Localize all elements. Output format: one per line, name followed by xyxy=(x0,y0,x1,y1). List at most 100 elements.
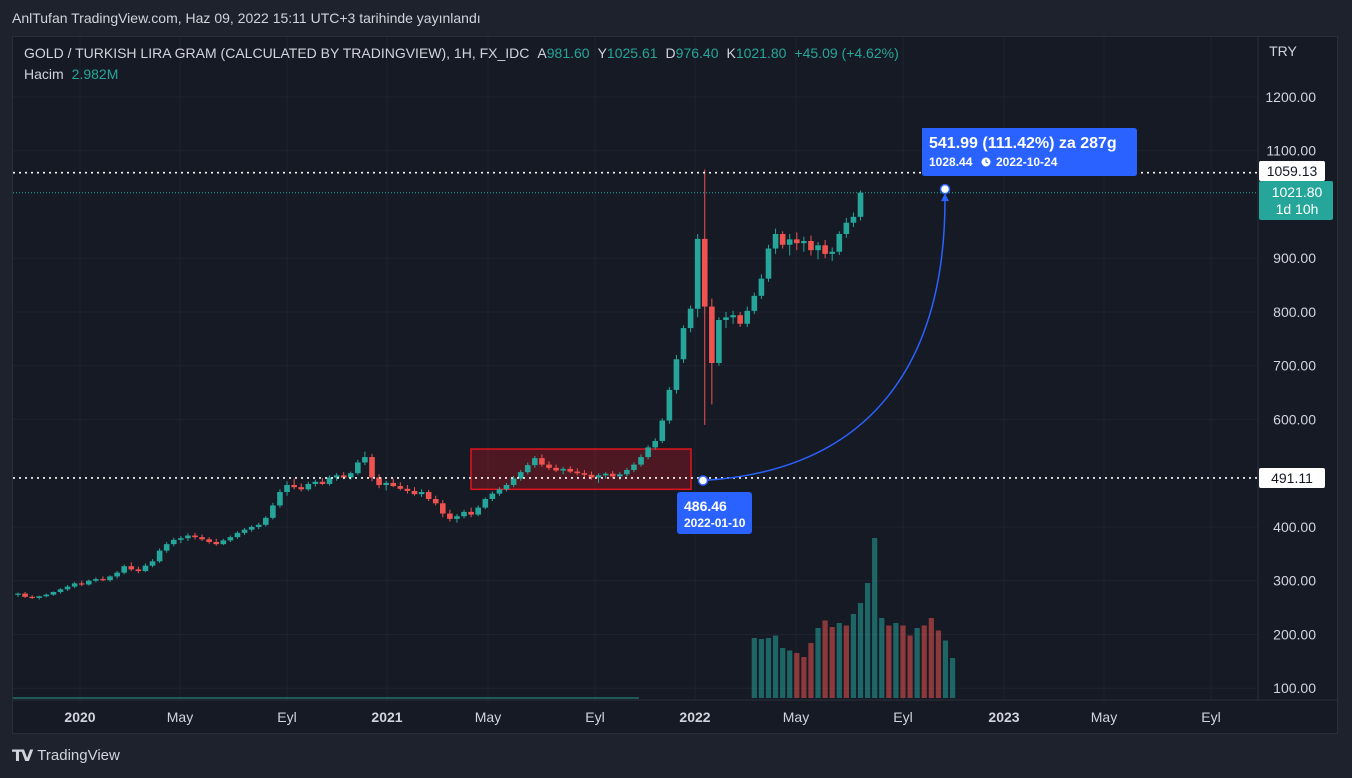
candle-body xyxy=(43,594,50,597)
candle-body xyxy=(617,474,623,477)
candle-body xyxy=(652,440,658,448)
x-tick-label: May xyxy=(1091,709,1117,725)
candle-body xyxy=(57,589,64,592)
upper-price-label: 1059.13 xyxy=(1259,161,1325,181)
volume-bar xyxy=(879,618,885,698)
candle-body xyxy=(454,516,460,519)
candle-body xyxy=(326,477,333,484)
measure-end-label[interactable]: 541.99 (111.42%) za 287g 1028.44 2022-10… xyxy=(922,128,1137,176)
candle-body xyxy=(312,481,319,484)
candle-body xyxy=(404,488,411,491)
y-tick-label: 1200.00 xyxy=(1265,89,1316,105)
candle-body xyxy=(510,478,517,486)
x-tick-label: 2023 xyxy=(988,709,1019,725)
svg-text:1021.80: 1021.80 xyxy=(1272,184,1323,200)
lower-price-label: 491.11 xyxy=(1259,468,1325,488)
volume-bar xyxy=(758,639,764,698)
candle-body xyxy=(163,544,170,551)
x-tick-label: 2022 xyxy=(679,709,710,725)
volume-bar xyxy=(780,648,786,698)
x-tick-label: May xyxy=(167,709,193,725)
candle-body xyxy=(270,505,276,518)
volume-bar xyxy=(942,640,949,698)
currency-label: TRY xyxy=(1269,43,1297,59)
candle-body xyxy=(850,216,857,223)
y-axis: 1200.00 1100.00 900.00 800.00 700.00 600.00 40… xyxy=(13,37,1337,701)
candle-body xyxy=(822,245,828,254)
volume-bars xyxy=(13,538,956,699)
candle-body xyxy=(709,306,715,364)
measure-end-point[interactable] xyxy=(939,183,951,195)
candle-body xyxy=(432,499,439,504)
candle-body xyxy=(687,308,694,329)
highlight-box[interactable] xyxy=(470,448,692,491)
x-tick-label: Eyl xyxy=(585,709,604,725)
volume-bar xyxy=(801,657,807,698)
candle-body xyxy=(15,593,21,595)
volume-bar xyxy=(751,638,757,698)
y-tick-label: 1100.00 xyxy=(1266,143,1316,159)
candle-body xyxy=(114,572,120,577)
measure-arc xyxy=(702,199,946,482)
volume-bar xyxy=(928,618,934,698)
candle-body xyxy=(496,489,503,494)
candle-body xyxy=(751,295,758,311)
x-tick-label: 2021 xyxy=(371,709,402,725)
candle-body xyxy=(86,580,92,585)
legend-symbol: GOLD / TURKISH LIRA GRAM (CALCULATED BY … xyxy=(24,45,899,61)
candle-body xyxy=(440,503,446,514)
candle-body xyxy=(581,473,588,475)
candle-body xyxy=(553,467,559,471)
volume-baseline xyxy=(13,697,639,699)
candle-body xyxy=(100,579,106,581)
volume-bar xyxy=(822,620,828,698)
y-tick-label: 300.00 xyxy=(1273,573,1316,589)
measure-start-value: 486.46 xyxy=(684,498,727,514)
candle-body xyxy=(694,238,701,309)
candle-body xyxy=(794,239,800,244)
candle-body xyxy=(560,468,566,471)
candle-body xyxy=(666,389,673,421)
candle-body xyxy=(524,465,531,473)
candle-body xyxy=(369,457,375,478)
volume-bar xyxy=(865,583,871,698)
candle-body xyxy=(178,538,184,540)
svg-text:1d 10h: 1d 10h xyxy=(1276,201,1319,217)
candle-body xyxy=(298,487,304,490)
measure-start-point[interactable] xyxy=(697,475,709,486)
footer-brand[interactable]: TV TradingView xyxy=(12,746,120,765)
publish-line: AnlTufan TradingView.com, Haz 09, 2022 1… xyxy=(12,10,481,26)
candle-body xyxy=(765,248,772,279)
volume-bar xyxy=(843,625,849,698)
candle-body xyxy=(185,535,191,539)
candle-body xyxy=(390,482,397,487)
volume-bar xyxy=(808,643,814,698)
measure-start-date: 2022-01-10 xyxy=(684,516,746,530)
candle-body xyxy=(71,583,78,587)
candle-body xyxy=(779,234,786,245)
candle-body xyxy=(241,529,248,533)
candle-body xyxy=(192,535,198,538)
candle-body xyxy=(701,238,708,307)
candle-body xyxy=(489,493,496,499)
candle-body xyxy=(786,239,793,245)
candle-body xyxy=(107,576,113,581)
y-tick-label: 400.00 xyxy=(1273,519,1316,535)
candle-body xyxy=(248,526,255,530)
candle-body xyxy=(397,486,404,489)
y-tick-label: 100.00 xyxy=(1273,680,1316,696)
candle-body xyxy=(220,540,227,545)
arrow-head-icon xyxy=(941,193,949,202)
candle-body xyxy=(808,241,814,251)
y-tick-label: 200.00 xyxy=(1273,626,1316,642)
grid-lines xyxy=(13,37,1258,700)
candle-body xyxy=(475,507,481,515)
measure-end-value: 1028.44 xyxy=(929,155,973,169)
measure-start-label[interactable]: 486.46 2022-01-10 xyxy=(677,492,752,534)
x-axis: 2020 May Eyl 2021 May Eyl 2022 May Eyl 2023 May Eyl xyxy=(64,709,1220,725)
volume-bar xyxy=(900,625,906,698)
x-tick-label: May xyxy=(475,709,501,725)
svg-text:491.11: 491.11 xyxy=(1271,470,1313,486)
y-tick-label: 800.00 xyxy=(1273,304,1316,320)
